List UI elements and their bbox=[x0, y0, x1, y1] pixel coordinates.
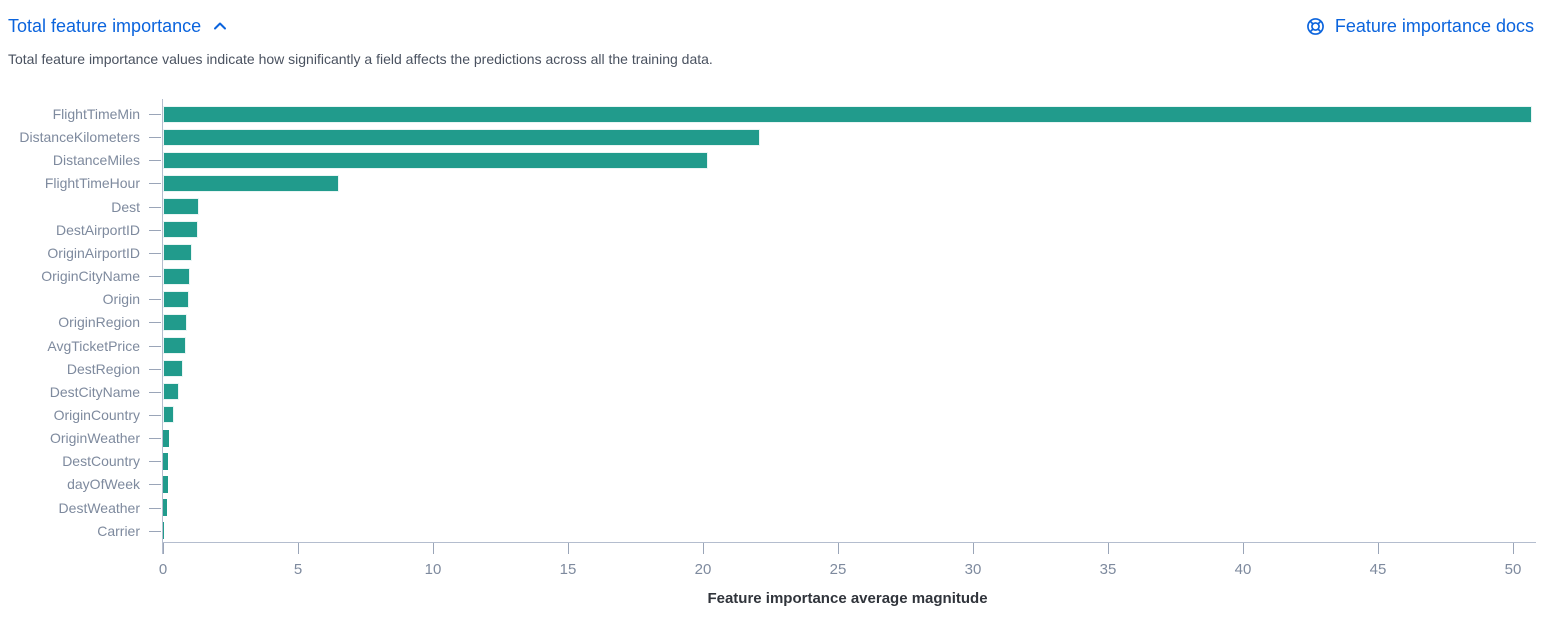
x-axis-tick-label: 35 bbox=[1099, 561, 1117, 578]
x-axis-tick-label: 30 bbox=[964, 561, 982, 578]
bar-OriginRegion bbox=[163, 313, 188, 331]
bar-DistanceKilometers bbox=[163, 128, 760, 146]
y-axis-tick-mark bbox=[149, 229, 161, 231]
y-axis-label-DistanceKilometers: DistanceKilometers bbox=[19, 129, 140, 146]
docs-link-label: Feature importance docs bbox=[1334, 15, 1534, 36]
x-axis-tick-mark bbox=[1108, 543, 1109, 554]
y-axis-label-FlightTimeMin: FlightTimeMin bbox=[52, 106, 140, 122]
y-axis-label-dayOfWeek: dayOfWeek bbox=[67, 476, 140, 493]
x-axis-tick-label: 10 bbox=[424, 561, 442, 578]
x-axis-tick-label: 15 bbox=[559, 561, 577, 578]
y-axis-label-Origin: Origin bbox=[102, 291, 140, 308]
y-axis-label-OriginCityName: OriginCityName bbox=[41, 268, 140, 285]
x-axis-tick-label: 20 bbox=[694, 561, 712, 578]
y-axis-tick-mark bbox=[149, 322, 161, 324]
bar-FlightTimeHour bbox=[163, 174, 339, 192]
x-axis-title: Feature importance average magnitude bbox=[707, 590, 988, 607]
y-axis-tick-mark bbox=[149, 461, 161, 463]
y-axis-label-FlightTimeHour: FlightTimeHour bbox=[44, 175, 140, 192]
y-axis-tick-mark bbox=[149, 114, 161, 115]
x-axis-tick-label: 0 bbox=[158, 561, 168, 578]
x-axis-tick-mark bbox=[433, 543, 434, 554]
y-axis-tick-mark bbox=[149, 530, 161, 532]
bar-AvgTicketPrice bbox=[163, 337, 187, 354]
x-axis-line bbox=[162, 542, 1536, 543]
y-axis-tick-mark bbox=[149, 299, 161, 301]
y-axis-label-OriginWeather: OriginWeather bbox=[49, 430, 140, 447]
y-axis-tick-mark bbox=[149, 345, 161, 347]
section-collapse-toggle[interactable]: Total feature importance bbox=[8, 16, 229, 37]
x-axis-tick-label: 40 bbox=[1234, 561, 1252, 578]
section-title: Total feature importance bbox=[8, 15, 202, 36]
y-axis-tick-mark bbox=[149, 206, 161, 208]
y-axis-tick-mark bbox=[149, 368, 161, 370]
y-axis-label-OriginAirportID: OriginAirportID bbox=[47, 244, 140, 261]
bar-DestRegion bbox=[163, 360, 183, 378]
bar-OriginCountry bbox=[163, 406, 175, 424]
y-axis-label-DestAirportID: DestAirportID bbox=[55, 221, 140, 238]
y-axis-label-DestCityName: DestCityName bbox=[49, 383, 140, 400]
x-axis-tick-mark bbox=[163, 543, 164, 554]
bar-OriginWeather bbox=[163, 429, 169, 447]
y-axis-label-DestWeather: DestWeather bbox=[58, 499, 140, 516]
y-axis-line bbox=[162, 99, 163, 554]
y-axis-tick-mark bbox=[149, 252, 161, 254]
x-axis-tick-label: 5 bbox=[293, 561, 303, 578]
y-axis-label-OriginRegion: OriginRegion bbox=[58, 314, 140, 331]
bar-Origin bbox=[163, 290, 189, 308]
bar-Dest bbox=[163, 198, 200, 216]
panel-header: Total feature importance Feature importa… bbox=[8, 8, 1534, 44]
y-axis-tick-mark bbox=[149, 183, 161, 185]
bar-OriginCityName bbox=[163, 267, 190, 285]
y-axis-tick-mark bbox=[149, 276, 161, 278]
lifebuoy-help-icon bbox=[1306, 17, 1324, 35]
x-axis-tick-mark bbox=[973, 543, 974, 554]
x-axis-tick-label: 45 bbox=[1369, 561, 1387, 578]
y-axis-tick-mark bbox=[149, 484, 161, 486]
bar-OriginAirportID bbox=[163, 244, 192, 262]
x-axis-tick-mark bbox=[1513, 543, 1514, 554]
y-axis-tick-mark bbox=[149, 438, 161, 440]
bar-DestCityName bbox=[163, 383, 180, 401]
y-axis-label-DestRegion: DestRegion bbox=[66, 360, 140, 377]
y-axis-tick-mark bbox=[149, 391, 161, 393]
section-description: Total feature importance values indicate… bbox=[8, 51, 713, 67]
bar-DestWeather bbox=[163, 499, 168, 517]
y-axis-tick-mark bbox=[149, 160, 161, 162]
x-axis-tick-mark bbox=[703, 543, 704, 554]
y-axis-tick-mark bbox=[149, 507, 161, 509]
y-axis-label-Dest: Dest bbox=[111, 198, 140, 215]
x-axis-tick-mark bbox=[568, 543, 569, 554]
y-axis-label-Carrier: Carrier bbox=[97, 522, 140, 539]
feature-importance-docs-link[interactable]: Feature importance docs bbox=[1305, 16, 1534, 37]
bar-DistanceMiles bbox=[163, 151, 709, 169]
y-axis-label-DestCountry: DestCountry bbox=[62, 453, 140, 470]
chevron-up-icon bbox=[214, 22, 227, 30]
bar-FlightTimeMin bbox=[163, 105, 1532, 123]
bar-DestAirportID bbox=[163, 221, 199, 239]
y-axis-label-DistanceMiles: DistanceMiles bbox=[52, 152, 140, 169]
x-axis-tick-mark bbox=[1378, 543, 1379, 554]
y-axis-tick-mark bbox=[149, 137, 161, 139]
bar-dayOfWeek bbox=[163, 475, 168, 493]
x-axis-tick-mark bbox=[298, 543, 299, 554]
x-axis-tick-label: 25 bbox=[829, 561, 847, 578]
x-axis-tick-mark bbox=[1243, 543, 1244, 554]
bar-Carrier bbox=[163, 522, 165, 540]
bar-DestCountry bbox=[163, 452, 169, 470]
y-axis-tick-mark bbox=[149, 414, 161, 416]
x-axis-tick-label: 50 bbox=[1504, 561, 1522, 578]
x-axis-tick-mark bbox=[838, 543, 839, 554]
y-axis-label-AvgTicketPrice: AvgTicketPrice bbox=[47, 337, 140, 354]
y-axis-label-OriginCountry: OriginCountry bbox=[53, 406, 140, 423]
